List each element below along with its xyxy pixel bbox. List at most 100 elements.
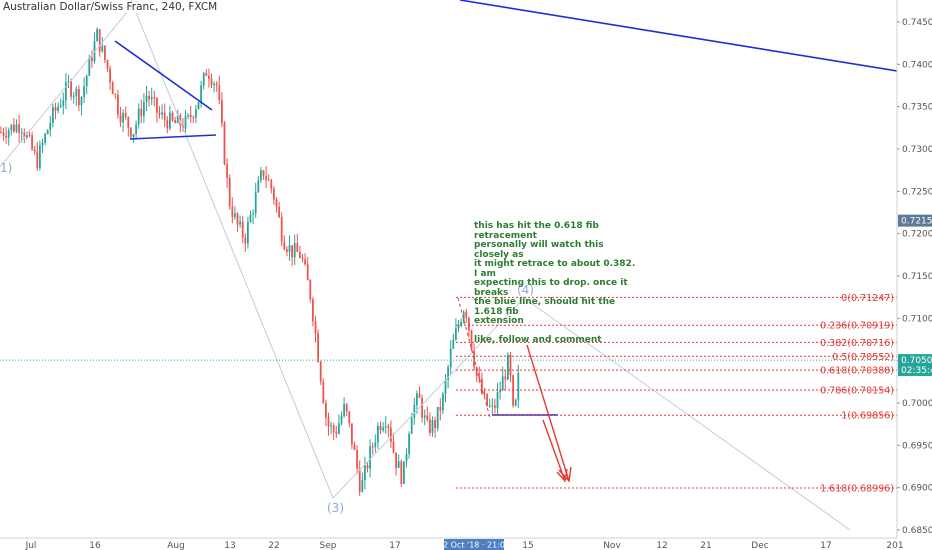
candle-body xyxy=(356,449,358,469)
candle-body xyxy=(135,124,137,135)
candle-body xyxy=(286,249,288,252)
candle-body xyxy=(7,130,10,138)
fib-level-label: 0.786(0.70154) xyxy=(820,385,894,396)
candle-body xyxy=(239,221,241,225)
time-tick-label: Nov xyxy=(603,541,621,550)
candle-body xyxy=(228,177,231,207)
candle-body xyxy=(254,192,257,214)
candle-body xyxy=(496,392,499,408)
candle-body xyxy=(158,112,161,115)
candle-body xyxy=(236,213,239,225)
candle-body xyxy=(384,426,387,428)
candle-body xyxy=(195,109,197,118)
time-cursor-badge xyxy=(444,539,504,550)
candle-body xyxy=(26,134,28,138)
time-tick-label: Sep xyxy=(320,541,337,550)
time-tick-label: 13 xyxy=(224,541,235,550)
candle-body xyxy=(119,114,122,123)
time-tick-label: 15 xyxy=(522,541,533,550)
candle-body xyxy=(330,425,332,427)
candle-body xyxy=(52,107,54,123)
time-tick-label: 22 xyxy=(268,541,279,550)
candle-body xyxy=(127,117,130,128)
candle-body xyxy=(174,120,176,124)
candle-body xyxy=(514,399,517,406)
time-tick-label: 21 xyxy=(700,541,711,550)
candle-body xyxy=(517,372,520,400)
candle-body xyxy=(436,406,439,429)
projection-arrow xyxy=(526,344,570,482)
candle-body xyxy=(65,82,67,101)
candle-body xyxy=(205,72,208,76)
marked-price-badge xyxy=(898,214,932,227)
candle-body xyxy=(288,245,291,252)
candle-body xyxy=(499,390,501,393)
candle-body xyxy=(148,95,150,100)
candle-body xyxy=(317,333,319,362)
candle-body xyxy=(488,405,491,407)
wave-label: 1) xyxy=(0,161,12,175)
candle-body xyxy=(364,465,366,481)
fib-level-label: 0(0.71247) xyxy=(841,293,894,304)
candle-body xyxy=(400,461,403,484)
candle-body xyxy=(468,317,470,331)
candle-body xyxy=(189,114,192,118)
candle-body xyxy=(314,321,317,334)
candle-body xyxy=(54,107,57,111)
price-axis-background xyxy=(897,0,932,550)
candle-body xyxy=(153,97,156,99)
candle-body xyxy=(382,427,384,431)
candle-body xyxy=(462,311,465,322)
candle-body xyxy=(379,425,382,431)
candle-body xyxy=(306,264,309,281)
candle-body xyxy=(486,394,488,406)
candle-body xyxy=(304,259,306,265)
candle-body xyxy=(80,96,83,106)
wave-line xyxy=(0,4,134,168)
candle-body xyxy=(413,404,416,418)
time-axis: Jul 16 Aug 13 22 Sep 17 15 Nov 12 21 Dec 17 201 02 Oct… xyxy=(0,537,932,550)
candle-body xyxy=(491,405,494,407)
candle-body xyxy=(33,149,36,152)
marked-price-label: 0.72154 xyxy=(901,217,932,227)
candle-body xyxy=(101,45,104,52)
candle-body xyxy=(335,432,338,434)
candle-body xyxy=(169,112,171,129)
candle-body xyxy=(197,102,200,110)
candle-body xyxy=(301,257,304,260)
projection-arrow xyxy=(542,419,566,482)
candle-body xyxy=(0,132,2,134)
wave-label: (4) xyxy=(517,283,534,297)
candle-body xyxy=(46,129,49,135)
candle-body xyxy=(234,213,236,217)
candle-body xyxy=(200,85,202,103)
arrow-head xyxy=(556,468,568,483)
candle-body xyxy=(18,124,20,133)
candle-body xyxy=(231,206,234,217)
candle-body xyxy=(132,134,135,137)
candle-body xyxy=(109,68,111,83)
candle-body xyxy=(117,94,119,115)
candle-body xyxy=(130,127,132,137)
candle-body xyxy=(249,214,252,222)
candle-body xyxy=(390,427,392,442)
candle-body xyxy=(452,339,455,349)
candle-body xyxy=(423,415,426,418)
candle-body xyxy=(187,114,189,117)
candle-body xyxy=(106,60,109,69)
candle-body xyxy=(403,461,405,484)
candle-body xyxy=(374,442,377,447)
candle-body xyxy=(244,237,247,244)
candle-body xyxy=(408,433,410,454)
candle-body xyxy=(156,97,158,113)
candle-body xyxy=(312,299,314,322)
candle-body xyxy=(273,188,275,200)
candle-body xyxy=(267,179,270,181)
candle-body xyxy=(72,95,75,97)
